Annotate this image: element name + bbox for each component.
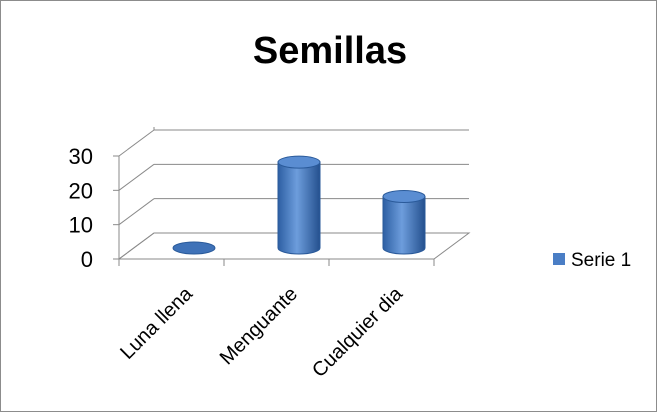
x-tick-label: Luna llena bbox=[116, 282, 197, 363]
x-tick-label: Menguante bbox=[216, 283, 302, 369]
gridline-depth bbox=[118, 163, 155, 191]
plot-area: 0 10 20 30 Luna llena Menguante Cualquier dia bbox=[69, 127, 471, 382]
y-tick-label: 20 bbox=[69, 178, 93, 203]
bar-top bbox=[382, 190, 426, 203]
legend-swatch bbox=[553, 253, 565, 265]
bar-top bbox=[277, 155, 321, 169]
y-tick-label: 30 bbox=[69, 144, 93, 169]
bar-1 bbox=[172, 241, 216, 255]
bar-body bbox=[277, 161, 321, 255]
y-tick-label: 0 bbox=[81, 247, 93, 272]
bar-body bbox=[382, 196, 426, 255]
y-tick-label: 10 bbox=[69, 213, 93, 238]
x-tick-label: Cualquier dia bbox=[308, 282, 408, 382]
legend-label: Serie 1 bbox=[571, 250, 631, 271]
legend: Serie 1 bbox=[553, 250, 631, 271]
gridline-depth bbox=[118, 129, 155, 157]
bar-top bbox=[172, 241, 216, 255]
bar-3 bbox=[382, 190, 426, 255]
gridline-depth bbox=[118, 198, 155, 226]
bar-2 bbox=[277, 155, 321, 255]
chart-title: Semillas bbox=[253, 30, 407, 72]
